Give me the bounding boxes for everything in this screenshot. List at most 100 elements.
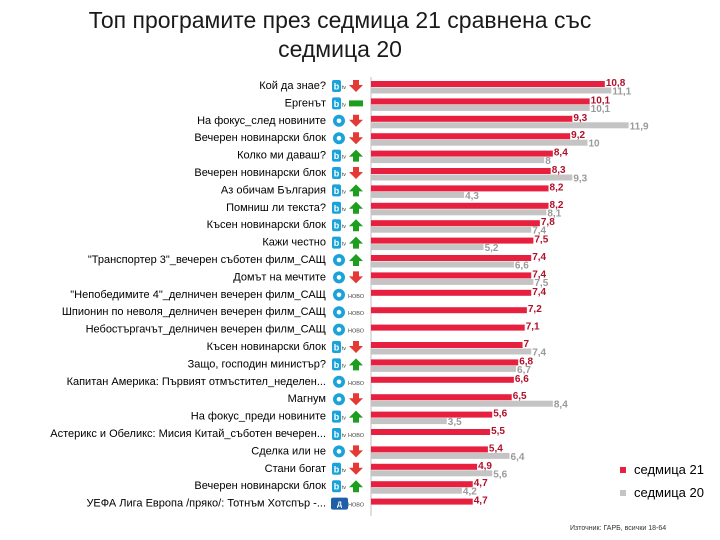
- arrow-down-icon: [349, 132, 363, 145]
- btv-logo-tv-icon: tv: [342, 468, 346, 474]
- btv-logo-icon: [332, 462, 341, 475]
- btv-logo-letter-icon: b: [334, 430, 340, 440]
- data-label-week21: 5,5: [491, 426, 505, 437]
- bar-week20: [371, 191, 465, 198]
- btv-logo-letter-icon: b: [334, 412, 340, 422]
- btv-logo-tv-icon: tv: [342, 155, 346, 161]
- btv-logo-icon: [332, 410, 341, 423]
- category-label: Кажи честно: [262, 237, 326, 249]
- bar-week21: [371, 324, 525, 331]
- bar-week20: [371, 174, 573, 181]
- bar-week21: [371, 376, 514, 383]
- bar-week21: [371, 342, 523, 348]
- bar-week20: [371, 365, 517, 372]
- category-label: Сделка или не: [251, 445, 326, 457]
- btv-logo-icon: [332, 219, 341, 232]
- bar-week20: [371, 278, 534, 285]
- data-label-week21: 4,7: [474, 478, 488, 489]
- nova-logo-center-icon: [336, 135, 342, 141]
- bar-week21: [371, 307, 527, 314]
- data-label-week21: 7,1: [526, 322, 540, 333]
- bar-week20: [371, 87, 612, 94]
- btv-logo-letter-icon: b: [334, 238, 340, 248]
- bar-week20: [371, 104, 590, 111]
- legend-swatch-week20: [620, 489, 626, 496]
- legend-label-week20: седмица 20: [634, 485, 704, 500]
- data-label-week21: 6,6: [515, 374, 529, 385]
- bar-week21: [371, 411, 493, 418]
- btv-logo-icon: [332, 167, 341, 179]
- category-label: Ергенът: [285, 97, 326, 109]
- data-label-week20: 10: [589, 139, 601, 150]
- data-label-week20: 7,4: [532, 348, 546, 359]
- new-program-label: НОВО: [348, 311, 365, 317]
- bar-week20: [371, 157, 545, 164]
- data-label-week20: 6,6: [515, 261, 529, 272]
- arrow-down-icon: [349, 114, 363, 127]
- diema-logo-letter-icon: Д: [337, 502, 342, 509]
- btv-logo-letter-icon: b: [334, 221, 340, 231]
- bar-week21: [371, 463, 478, 470]
- category-label: Небостъргачът_делничен вечерен филм_САЩ: [86, 324, 326, 336]
- bar-week20: [371, 452, 510, 459]
- category-label: Вечерен новинарски блок: [194, 167, 326, 179]
- bar-week20: [371, 487, 462, 494]
- data-label-week21: 7,8: [541, 217, 555, 228]
- data-label-week20: 6,4: [511, 452, 525, 463]
- bar-week20: [371, 122, 629, 129]
- data-label-week20: 4,3: [465, 191, 479, 202]
- data-label-week21: 7,4: [532, 269, 546, 280]
- category-label: На фокус_след новините: [197, 115, 326, 127]
- arrow-up-icon: [349, 149, 363, 162]
- data-label-week21: 6,5: [513, 391, 527, 402]
- arrow-up-icon: [349, 219, 363, 232]
- new-program-label: НОВО: [348, 381, 365, 387]
- bar-week21: [371, 81, 605, 87]
- legend-item-week20: седмица 20: [620, 481, 704, 504]
- data-label-week21: 7,2: [528, 304, 542, 315]
- arrow-up-icon: [349, 201, 363, 214]
- bar-week21: [371, 481, 473, 488]
- arrow-down-icon: [349, 80, 363, 92]
- data-label-week21: 4,7: [474, 496, 488, 507]
- data-label-week21: 5,4: [489, 443, 503, 454]
- new-program-label: НОВО: [348, 433, 365, 439]
- arrow-down-icon: [349, 341, 363, 353]
- arrow-up-icon: [349, 254, 363, 266]
- data-label-week20: 4,2: [463, 487, 477, 498]
- btv-logo-tv-icon: tv: [342, 363, 346, 369]
- category-label: Вечерен новинарски блок: [194, 132, 326, 144]
- data-label-week21: 7: [524, 339, 530, 350]
- bar-week20: [371, 418, 447, 425]
- category-label: Помниш ли текста?: [226, 202, 326, 214]
- nova-logo-center-icon: [336, 396, 342, 402]
- category-label: Вечерен новинарски блок: [194, 480, 326, 492]
- bar-week20: [371, 209, 547, 216]
- bar-week20: [371, 470, 493, 477]
- btv-logo-letter-icon: b: [334, 151, 340, 161]
- chart-title: Топ програмите през седмица 21 сравнена …: [60, 6, 620, 64]
- category-label: Късен новинарски блок: [207, 341, 327, 353]
- bar-week20: [371, 348, 532, 355]
- legend: седмица 21 седмица 20: [620, 458, 704, 504]
- source-note: Източник: ГАРБ, всички 18-64: [570, 525, 667, 532]
- data-label-week20: 7,4: [532, 226, 546, 237]
- btv-logo-tv-icon: tv: [342, 433, 346, 439]
- data-label-week20: 6,7: [517, 365, 531, 376]
- category-label: Домът на мечтите: [233, 271, 326, 283]
- data-label-week21: 8,2: [550, 182, 564, 193]
- bar-week21: [371, 359, 519, 366]
- bar-week21: [371, 429, 491, 435]
- btv-logo-letter-icon: b: [334, 360, 340, 370]
- category-label: Стани богат: [265, 463, 326, 475]
- arrow-up-icon: [349, 480, 363, 493]
- bar-week21: [371, 237, 534, 244]
- btv-logo-letter-icon: b: [334, 99, 340, 109]
- new-program-label: НОВО: [348, 329, 365, 335]
- data-label-week21: 9,3: [573, 113, 587, 124]
- bar-week21: [371, 202, 549, 209]
- data-label-week21: 8,2: [550, 200, 564, 211]
- btv-logo-tv-icon: tv: [342, 224, 346, 230]
- nova-logo-center-icon: [336, 309, 342, 315]
- data-label-week21: 7,4: [532, 252, 546, 263]
